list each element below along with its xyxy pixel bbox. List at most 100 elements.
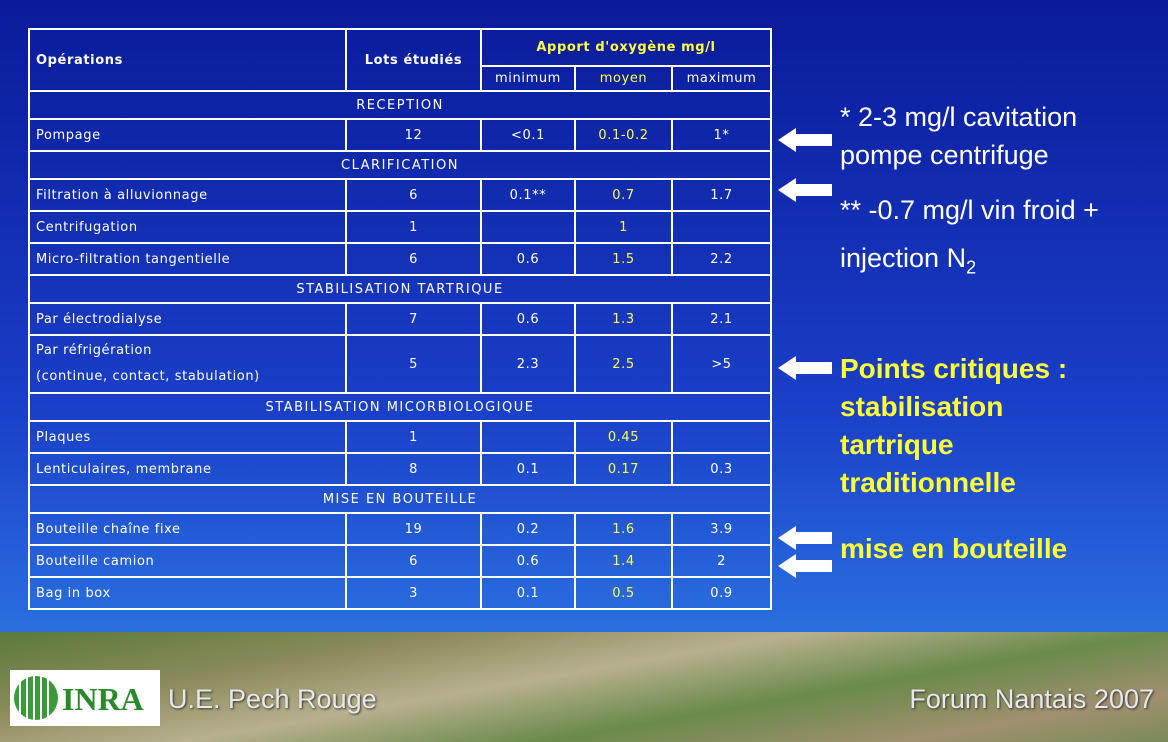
logo-text: INRA: [62, 681, 144, 717]
cell-line: (continue, contact, stabulation): [36, 364, 339, 390]
empty-cell: [481, 211, 575, 243]
cell: 0.9: [672, 577, 771, 609]
note-line: injection N2: [840, 234, 1099, 291]
section-title: STABILISATION MICORBIOLOGIQUE: [29, 393, 771, 421]
cell: Bouteille camion: [29, 545, 346, 577]
cell: Par électrodialyse: [29, 303, 346, 335]
critical-note: mise en bouteille: [840, 530, 1067, 568]
section-row: CLARIFICATION: [29, 151, 771, 179]
section-title: MISE EN BOUTEILLE: [29, 485, 771, 513]
cell: 2.1: [672, 303, 771, 335]
header-cell: Opérations: [29, 29, 346, 91]
cell: 6: [346, 179, 481, 211]
cell: 1: [575, 211, 672, 243]
empty-cell: [672, 211, 771, 243]
empty-cell: [672, 421, 771, 453]
cell: 0.5: [575, 577, 672, 609]
cell: Par réfrigération(continue, contact, sta…: [29, 335, 346, 393]
cell: Centrifugation: [29, 211, 346, 243]
arrow: [778, 178, 832, 202]
cell: 2.5: [575, 335, 672, 393]
section-row: STABILISATION TARTRIQUE: [29, 275, 771, 303]
cell: Pompage: [29, 119, 346, 151]
note-line: stabilisation: [840, 388, 1067, 426]
section-row: RECEPTION: [29, 91, 771, 119]
footer-text: U.E. Pech Rouge: [168, 684, 377, 715]
note-text: injection N: [840, 243, 966, 273]
arrow: [778, 356, 832, 380]
cell: Micro-filtration tangentielle: [29, 243, 346, 275]
footer-text: Forum Nantais 2007: [909, 684, 1154, 715]
oxygen-table: Opérations Lots étudiés Apport d'oxygène…: [28, 28, 772, 610]
critical-note: Points critiques : stabilisation tartriq…: [840, 350, 1067, 502]
cell: 0.1: [481, 453, 575, 485]
note-line: pompe centrifuge: [840, 136, 1077, 174]
cell: 1.6: [575, 513, 672, 545]
cell: 1.7: [672, 179, 771, 211]
header-cell: Lots étudiés: [346, 29, 481, 91]
data-row: Par réfrigération(continue, contact, sta…: [29, 335, 771, 393]
header-cell: Apport d'oxygène mg/l: [481, 29, 771, 66]
cell: 1.3: [575, 303, 672, 335]
cell: 8: [346, 453, 481, 485]
cell: 0.3: [672, 453, 771, 485]
cell: 5: [346, 335, 481, 393]
cell: Plaques: [29, 421, 346, 453]
cell: 0.1: [481, 577, 575, 609]
cell: Filtration à alluvionnage: [29, 179, 346, 211]
cell: Bag in box: [29, 577, 346, 609]
note: * 2-3 mg/l cavitation pompe centrifuge: [840, 98, 1077, 174]
cell: 1.4: [575, 545, 672, 577]
cell: 0.1-0.2: [575, 119, 672, 151]
cell: 0.1**: [481, 179, 575, 211]
arrow: [778, 554, 832, 578]
cell: 1.5: [575, 243, 672, 275]
arrow: [778, 526, 832, 550]
cell: 2: [672, 545, 771, 577]
cell: 0.7: [575, 179, 672, 211]
footer-photo: INRA U.E. Pech Rouge Forum Nantais 2007: [0, 632, 1168, 742]
cell: 1*: [672, 119, 771, 151]
slide: Opérations Lots étudiés Apport d'oxygène…: [0, 0, 1168, 742]
cell: 1: [346, 421, 481, 453]
header-cell: moyen: [575, 66, 672, 91]
empty-cell: [481, 421, 575, 453]
cell: 0.17: [575, 453, 672, 485]
cell: Lenticulaires, membrane: [29, 453, 346, 485]
cell: Bouteille chaîne fixe: [29, 513, 346, 545]
section-row: STABILISATION MICORBIOLOGIQUE: [29, 393, 771, 421]
note-line: ** -0.7 mg/l vin froid +: [840, 186, 1099, 234]
cell: >5: [672, 335, 771, 393]
cell: 0.2: [481, 513, 575, 545]
cell: 2.2: [672, 243, 771, 275]
note-line: Points critiques :: [840, 350, 1067, 388]
cell: 6: [346, 243, 481, 275]
cell: 0.6: [481, 545, 575, 577]
header-cell: maximum: [672, 66, 771, 91]
header-cell: minimum: [481, 66, 575, 91]
cell: 19: [346, 513, 481, 545]
cell-line: Par réfrigération: [36, 338, 339, 364]
cell: 0.6: [481, 303, 575, 335]
cell: <0.1: [481, 119, 575, 151]
inra-logo: INRA: [10, 670, 160, 726]
cell: 2.3: [481, 335, 575, 393]
arrow: [778, 128, 832, 152]
section-row: MISE EN BOUTEILLE: [29, 485, 771, 513]
cell: 7: [346, 303, 481, 335]
section-title: RECEPTION: [29, 91, 771, 119]
note-line: tartrique: [840, 426, 1067, 464]
note-line: traditionnelle: [840, 464, 1067, 502]
note-line: * 2-3 mg/l cavitation: [840, 98, 1077, 136]
cell: 0.45: [575, 421, 672, 453]
